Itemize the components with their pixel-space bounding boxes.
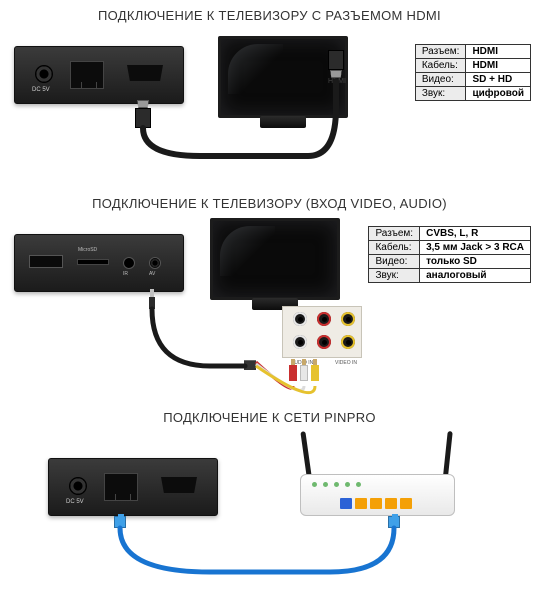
hdmi-connector-icon bbox=[137, 100, 149, 108]
tv-av bbox=[210, 218, 340, 313]
rca-jack-white-icon bbox=[293, 335, 307, 349]
hdmi-connector-icon bbox=[330, 70, 342, 78]
microsd-slot-icon bbox=[77, 259, 109, 265]
spec-key: Разъем: bbox=[415, 45, 466, 59]
ethernet-port-icon bbox=[70, 61, 104, 89]
spec-key: Звук: bbox=[415, 87, 466, 101]
rca-jack-red-icon bbox=[317, 335, 331, 349]
tv-reflection bbox=[228, 44, 283, 94]
section-av: ПОДКЛЮЧЕНИЕ К ТЕЛЕВИЗОРУ (ВХОД VIDEO, AU… bbox=[0, 196, 539, 396]
led-icon bbox=[312, 482, 317, 487]
spec-val: аналоговый bbox=[420, 269, 531, 283]
router-body bbox=[300, 474, 455, 516]
microsd-label: MicroSD bbox=[78, 247, 97, 253]
spec-key: Видео: bbox=[415, 73, 466, 87]
led-icon bbox=[356, 482, 361, 487]
rca-panel: AUDIO IN VIDEO IN bbox=[282, 306, 362, 358]
table-row: Разъем:HDMI bbox=[415, 45, 530, 59]
section-net-title: ПОДКЛЮЧЕНИЕ К СЕТИ PINPRO bbox=[0, 410, 539, 425]
hdmi-plug-body bbox=[328, 50, 344, 70]
tv-reflection bbox=[220, 226, 275, 276]
dc-label: DC 5V bbox=[32, 87, 50, 93]
router-led-strip bbox=[312, 482, 361, 487]
table-row: Видео:SD + HD bbox=[415, 73, 530, 87]
stb-front-av: MicroSD IR AV bbox=[14, 234, 184, 292]
spec-table-av: Разъем:CVBS, L, R Кабель:3,5 мм Jack > 3… bbox=[368, 226, 531, 283]
av-jack-icon bbox=[149, 257, 161, 269]
stb-back-hdmi: DC 5V bbox=[14, 46, 184, 104]
rca-row-bot bbox=[293, 335, 355, 349]
dc-jack-icon bbox=[69, 477, 87, 495]
section-hdmi-title: ПОДКЛЮЧЕНИЕ К ТЕЛЕВИЗОРУ С РАЗЪЕМОМ HDMI bbox=[0, 8, 539, 23]
hdmi-plug-body bbox=[135, 108, 151, 128]
router-ports bbox=[340, 498, 412, 509]
rca-jack-red-icon bbox=[317, 312, 331, 326]
spec-table-hdmi: Разъем:HDMI Кабель:HDMI Видео:SD + HD Зв… bbox=[415, 44, 531, 101]
table-row: Видео:только SD bbox=[369, 255, 531, 269]
hdmi-plug-label: HDMI bbox=[328, 78, 344, 85]
rj45-plug-icon bbox=[388, 516, 400, 528]
spec-key: Видео: bbox=[369, 255, 420, 269]
led-icon bbox=[345, 482, 350, 487]
spec-val: только SD bbox=[420, 255, 531, 269]
usb-port-icon bbox=[29, 255, 63, 268]
spec-key: Кабель: bbox=[415, 59, 466, 73]
rca-plugs bbox=[289, 359, 319, 385]
jack-tip bbox=[150, 289, 154, 297]
table-row: Звук:аналоговый bbox=[369, 269, 531, 283]
table-row: Разъем:CVBS, L, R bbox=[369, 227, 531, 241]
hdmi-plug-tv: HDMI bbox=[328, 50, 344, 85]
spec-val: CVBS, L, R bbox=[420, 227, 531, 241]
rca-plug-yellow-icon bbox=[311, 359, 319, 385]
spec-key: Звук: bbox=[369, 269, 420, 283]
cable-fanout-icon bbox=[244, 356, 256, 370]
hdmi-plug-stb bbox=[135, 100, 151, 128]
jack-sleeve bbox=[149, 297, 155, 309]
ethernet-port-icon bbox=[104, 473, 138, 501]
section-hdmi: ПОДКЛЮЧЕНИЕ К ТЕЛЕВИЗОРУ С РАЗЪЕМОМ HDMI… bbox=[0, 8, 539, 188]
stb-back-net: DC 5V bbox=[48, 458, 218, 516]
table-row: Звук:цифровой bbox=[415, 87, 530, 101]
video-in-label: VIDEO IN bbox=[335, 360, 357, 366]
lan-port-icon bbox=[400, 498, 412, 509]
dc-label: DC 5V bbox=[66, 499, 84, 505]
rca-jack-yellow-icon bbox=[341, 312, 355, 326]
lan-port-icon bbox=[385, 498, 397, 509]
router bbox=[300, 446, 455, 524]
jack-3-5mm-icon bbox=[149, 289, 155, 309]
rca-row-top bbox=[293, 312, 355, 326]
lan-port-icon bbox=[370, 498, 382, 509]
hdmi-port-icon bbox=[127, 65, 163, 81]
spec-val: HDMI bbox=[466, 59, 531, 73]
spec-val: 3,5 мм Jack > 3 RCA bbox=[420, 241, 531, 255]
table-row: Кабель:HDMI bbox=[415, 59, 530, 73]
led-icon bbox=[323, 482, 328, 487]
hdmi-port-icon bbox=[161, 477, 197, 493]
spec-val: HDMI bbox=[466, 45, 531, 59]
rj45-plug-icon bbox=[114, 516, 126, 528]
ir-icon bbox=[123, 257, 135, 269]
spec-key: Разъем: bbox=[369, 227, 420, 241]
tv-stand bbox=[260, 116, 306, 128]
rca-jack-yellow-icon bbox=[341, 335, 355, 349]
section-av-title: ПОДКЛЮЧЕНИЕ К ТЕЛЕВИЗОРУ (ВХОД VIDEO, AU… bbox=[0, 196, 539, 211]
wan-port-icon bbox=[340, 498, 352, 509]
rca-jack-white-icon bbox=[293, 312, 307, 326]
rca-plug-red-icon bbox=[289, 359, 297, 385]
spec-val: SD + HD bbox=[466, 73, 531, 87]
dc-jack-icon bbox=[35, 65, 53, 83]
av-jack-label: AV bbox=[149, 271, 155, 277]
spec-val: цифровой bbox=[466, 87, 531, 101]
section-net: ПОДКЛЮЧЕНИЕ К СЕТИ PINPRO DC 5V bbox=[0, 410, 539, 594]
rca-plug-white-icon bbox=[300, 359, 308, 385]
spec-key: Кабель: bbox=[369, 241, 420, 255]
led-icon bbox=[334, 482, 339, 487]
lan-port-icon bbox=[355, 498, 367, 509]
ir-label: IR bbox=[123, 271, 128, 277]
table-row: Кабель:3,5 мм Jack > 3 RCA bbox=[369, 241, 531, 255]
